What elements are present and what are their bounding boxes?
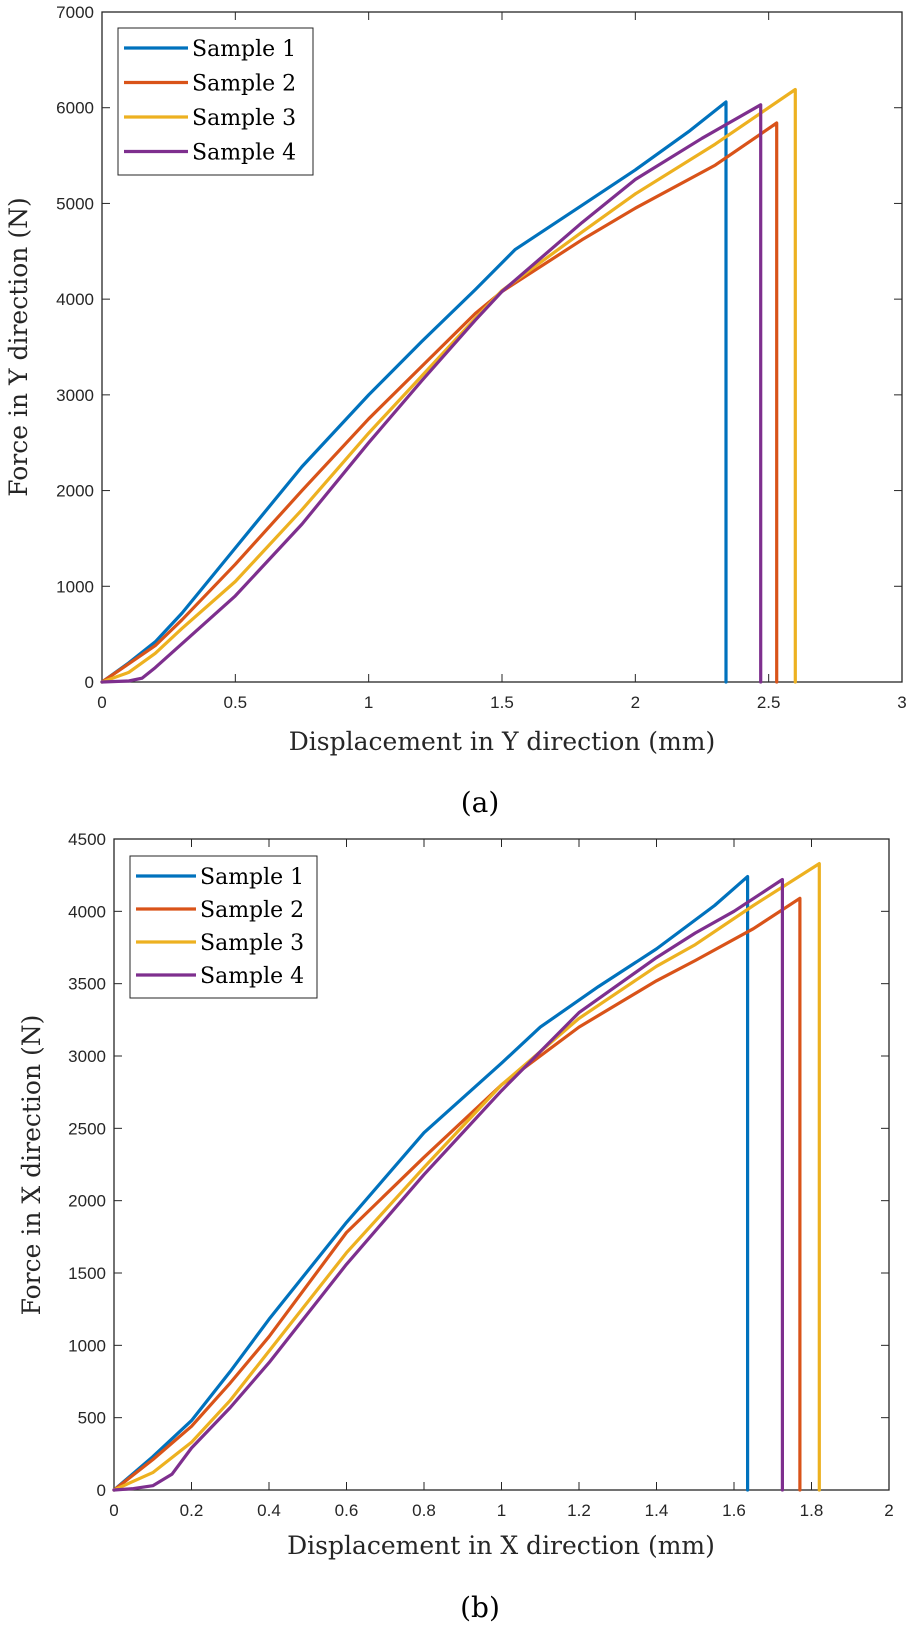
legend-label-sample-2: Sample 2 — [192, 72, 296, 97]
x-tick-label: 0.6 — [335, 1501, 359, 1520]
y-ticks-b: 0 500 1000 1500 2000 2500 3000 3500 4000 4500 — [68, 830, 889, 1500]
y-tick-label: 0 — [85, 673, 94, 692]
x-tick-label: 0.4 — [257, 1501, 281, 1520]
legend-a: Sample 1 Sample 2 Sample 3 Sample 4 — [117, 27, 314, 176]
x-tick-label: 2 — [884, 1501, 893, 1520]
x-tick-label: 1.8 — [800, 1501, 824, 1520]
x-tick-label: 3 — [897, 693, 906, 712]
x-ticks-a: 0 0.5 1 1.5 2 2.5 3 — [97, 12, 907, 712]
x-tick-label: 1.4 — [645, 1501, 669, 1520]
y-tick-label: 1500 — [68, 1264, 106, 1283]
chart-a: 0 0.5 1 1.5 2 2.5 3 0 1000 2000 3000 4000 5000 6000 7… — [4, 3, 907, 819]
series-line-sample-2 — [112, 896, 802, 1492]
y-tick-label: 0 — [97, 1481, 106, 1500]
y-tick-label: 3000 — [68, 1047, 106, 1066]
x-tick-label: 2.5 — [757, 693, 781, 712]
series-line-sample-1 — [100, 100, 728, 684]
y-tick-label: 4000 — [68, 902, 106, 921]
legend-label-sample-2: Sample 2 — [200, 898, 304, 923]
series-line-sample-3 — [100, 87, 797, 684]
x-tick-label: 1.2 — [567, 1501, 591, 1520]
x-tick-label: 1 — [364, 693, 373, 712]
series-line-sample-4 — [100, 103, 763, 684]
legend-label-sample-1: Sample 1 — [192, 37, 296, 62]
series-line-sample-1 — [112, 874, 750, 1492]
y-tick-label: 1000 — [68, 1336, 106, 1355]
x-tick-label: 0.8 — [412, 1501, 436, 1520]
series-b — [112, 861, 821, 1492]
chart-b: 0 0.2 0.4 0.6 0.8 1 1.2 1.4 1.6 1.8 2 0 500 1000 1500… — [17, 830, 894, 1624]
y-axis-title-b: Force in X direction (N) — [17, 1015, 46, 1316]
y-tick-label: 1000 — [56, 577, 94, 596]
series-line-sample-2 — [100, 121, 779, 684]
series-a — [100, 87, 797, 684]
y-tick-label: 2500 — [68, 1119, 106, 1138]
x-tick-label: 0 — [97, 693, 106, 712]
x-tick-label: 1.5 — [490, 693, 514, 712]
y-tick-label: 7000 — [56, 3, 94, 22]
legend-label-sample-3: Sample 3 — [192, 106, 296, 131]
series-line-sample-3 — [112, 861, 821, 1492]
y-ticks-a: 0 1000 2000 3000 4000 5000 6000 7000 — [56, 3, 902, 692]
series-line-sample-4 — [112, 877, 785, 1492]
x-tick-label: 1.6 — [722, 1501, 746, 1520]
x-tick-label: 0.5 — [224, 693, 248, 712]
y-tick-label: 3000 — [56, 386, 94, 405]
y-tick-label: 500 — [78, 1409, 106, 1428]
legend-items-b: Sample 1 Sample 2 Sample 3 Sample 4 — [136, 865, 304, 989]
x-tick-label: 0.2 — [180, 1501, 204, 1520]
x-tick-label: 2 — [631, 693, 640, 712]
x-tick-label: 0 — [109, 1501, 118, 1520]
legend-items-a: Sample 1 Sample 2 Sample 3 Sample 4 — [124, 37, 296, 166]
y-tick-label: 2000 — [56, 482, 94, 501]
y-tick-label: 5000 — [56, 194, 94, 213]
legend-label-sample-4: Sample 4 — [192, 141, 296, 166]
legend-label-sample-4: Sample 4 — [200, 964, 304, 989]
y-tick-label: 2000 — [68, 1192, 106, 1211]
y-tick-label: 6000 — [56, 99, 94, 118]
legend-b: Sample 1 Sample 2 Sample 3 Sample 4 — [129, 855, 318, 999]
x-axis-title-b: Displacement in X direction (mm) — [287, 1531, 715, 1560]
legend-label-sample-1: Sample 1 — [200, 865, 304, 890]
legend-label-sample-3: Sample 3 — [200, 931, 304, 956]
y-tick-label: 3500 — [68, 975, 106, 994]
x-tick-label: 1 — [497, 1501, 506, 1520]
caption-b: (b) — [460, 1591, 500, 1624]
y-axis-title-a: Force in Y direction (N) — [4, 197, 33, 497]
y-tick-label: 4500 — [68, 830, 106, 849]
y-tick-label: 4000 — [56, 290, 94, 309]
caption-a: (a) — [461, 786, 500, 819]
x-ticks-b: 0 0.2 0.4 0.6 0.8 1 1.2 1.4 1.6 1.8 2 — [109, 839, 894, 1520]
x-axis-title-a: Displacement in Y direction (mm) — [289, 727, 715, 756]
